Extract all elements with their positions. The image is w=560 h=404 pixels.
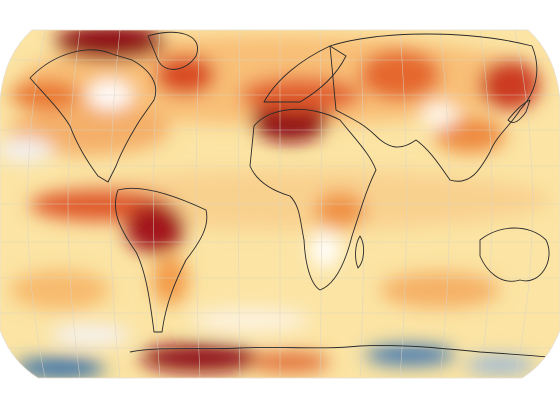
coastlines [29,31,560,359]
map-border [0,29,560,379]
graticule [0,30,560,378]
